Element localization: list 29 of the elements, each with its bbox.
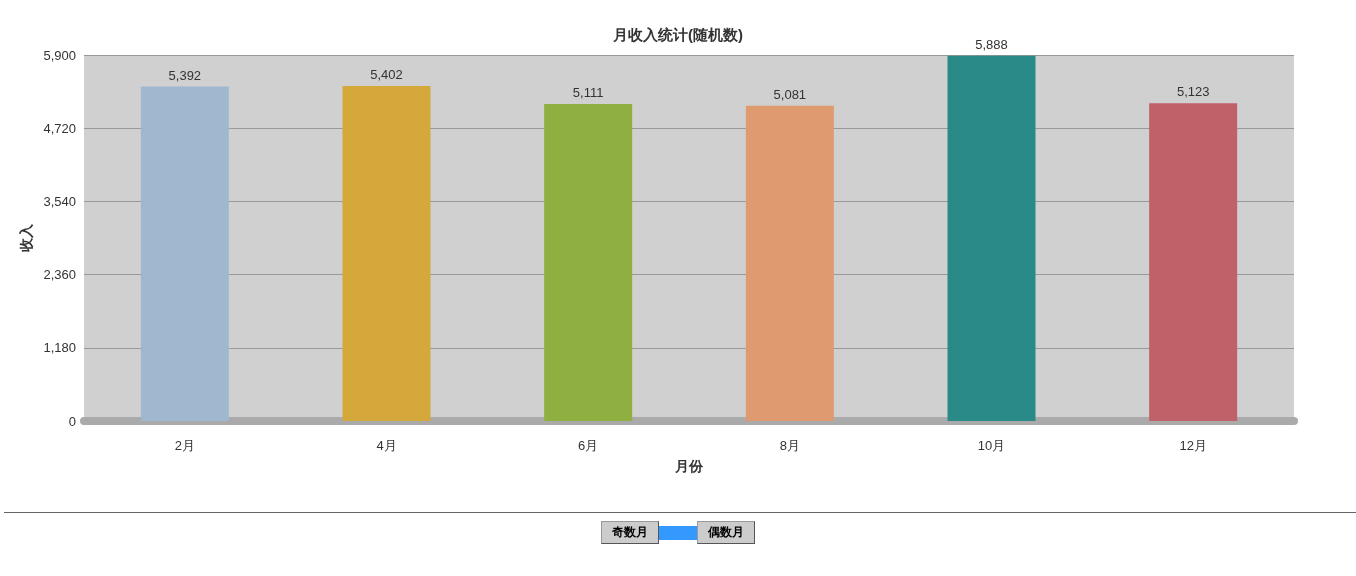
- bar: [1149, 103, 1238, 421]
- x-axis-title: 月份: [674, 458, 704, 474]
- x-tick-label: 10月: [977, 438, 1006, 453]
- y-tick-label: 3,540: [43, 193, 76, 209]
- data-label: 5,392: [168, 67, 202, 83]
- data-label: 5,888: [975, 36, 1008, 52]
- bar: [544, 103, 633, 421]
- y-tick-label: 0: [68, 413, 76, 429]
- bar: [140, 86, 229, 421]
- y-tick-label: 4,720: [43, 120, 76, 136]
- x-tick-label: 12月: [1179, 438, 1207, 453]
- chart-title: 月收入统计(随机数): [612, 26, 743, 43]
- data-label: 5,111: [572, 84, 604, 100]
- y-axis-title: 收入: [17, 223, 34, 252]
- y-tick-label: 1,180: [43, 340, 76, 356]
- text: 偶数月: [697, 521, 755, 544]
- data-label: 5,402: [370, 66, 403, 82]
- x-tick-label: 8月: [779, 438, 800, 453]
- y-tick-label: 2,360: [43, 267, 76, 283]
- bar: [745, 105, 834, 421]
- text: 奇数月: [601, 521, 659, 544]
- data-label: 5,081: [773, 86, 807, 102]
- x-tick-label: 2月: [174, 438, 195, 453]
- data-label: 5,123: [1176, 84, 1210, 100]
- x-tick-label: 4月: [376, 438, 397, 453]
- x-tick-label: 6月: [578, 438, 599, 453]
- bar: [342, 85, 431, 421]
- bar: [947, 55, 1036, 421]
- y-tick-label: 5,900: [43, 47, 76, 63]
